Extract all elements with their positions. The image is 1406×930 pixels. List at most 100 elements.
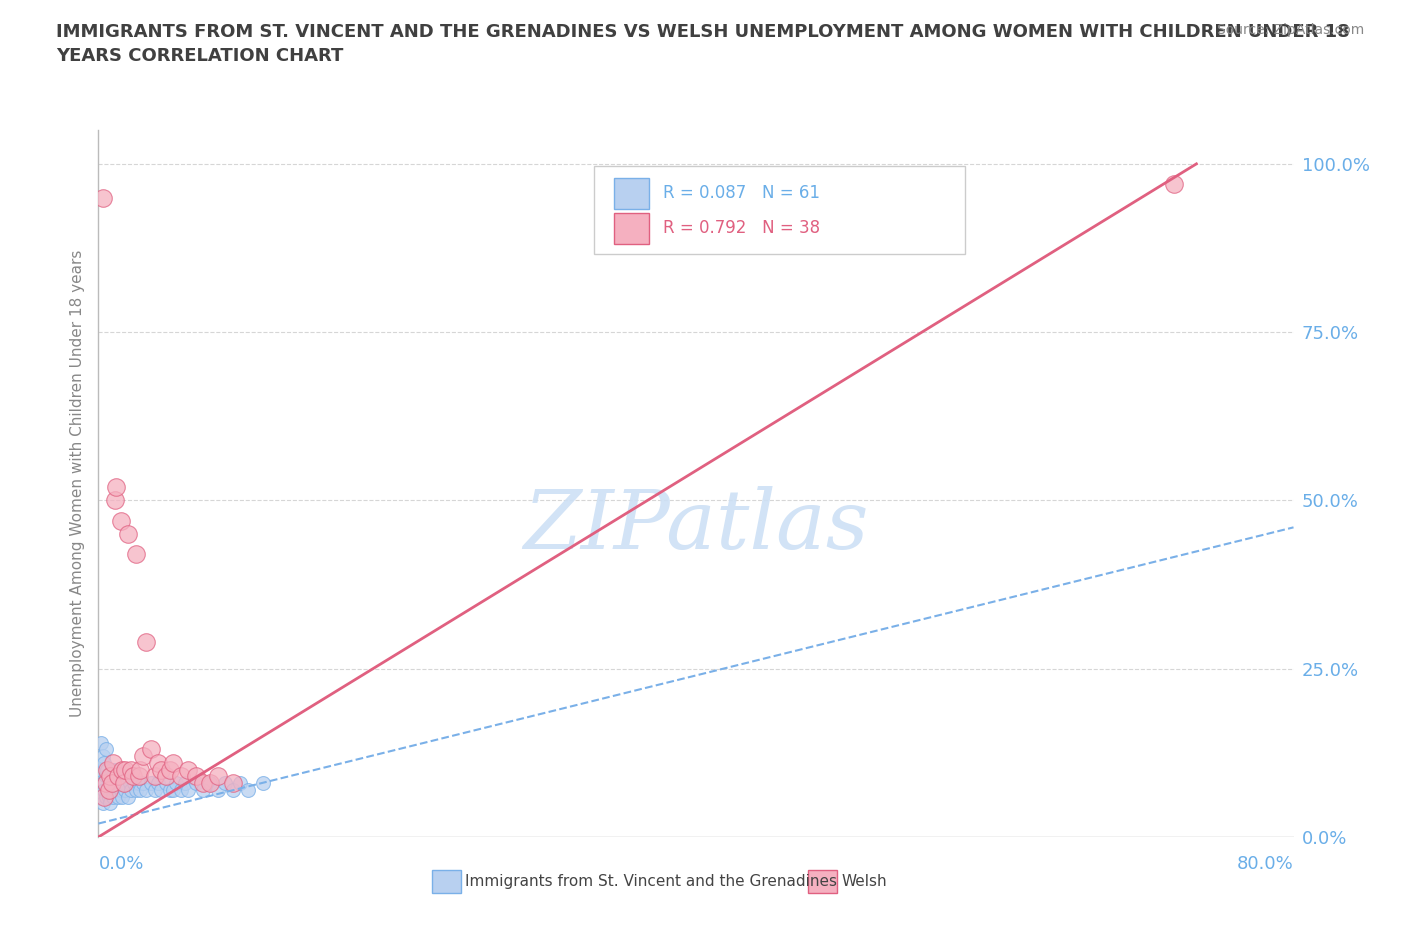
Y-axis label: Unemployment Among Women with Children Under 18 years: Unemployment Among Women with Children U… [69,250,84,717]
Point [97,782,120,797]
Point [94,769,117,784]
Point [104,493,127,508]
Point [177,782,200,797]
Point [128,769,150,784]
Point [159,763,181,777]
Point [129,763,152,777]
Point [222,776,245,790]
Point [191,782,214,797]
Point [111,763,134,777]
Point [162,755,184,770]
Point [143,782,166,797]
Point [135,634,157,649]
Point [169,782,191,797]
Point [177,763,200,777]
Point [112,776,135,790]
Point [114,763,136,777]
Point [105,776,128,790]
Point [89,790,111,804]
Point [125,782,148,797]
FancyBboxPatch shape [613,178,650,208]
Point [132,776,155,790]
Point [162,782,184,797]
FancyBboxPatch shape [595,166,965,254]
Text: IMMIGRANTS FROM ST. VINCENT AND THE GRENADINES VS WELSH UNEMPLOYMENT AMONG WOMEN: IMMIGRANTS FROM ST. VINCENT AND THE GREN… [56,23,1350,65]
Point [103,769,125,784]
Point [96,782,118,797]
Point [103,755,125,770]
Text: Welsh: Welsh [842,874,887,889]
Point [91,749,114,764]
Point [107,790,129,804]
Point [97,769,120,784]
Point [174,776,197,790]
Point [159,782,181,797]
FancyBboxPatch shape [613,213,650,244]
Point [125,547,148,562]
Point [169,769,191,784]
Point [94,776,117,790]
Text: R = 0.087   N = 61: R = 0.087 N = 61 [662,184,820,202]
Point [115,769,138,784]
Point [104,782,127,797]
Point [110,782,132,797]
Point [90,763,112,777]
Point [118,776,141,790]
Point [93,782,115,797]
Point [91,796,114,811]
Point [148,776,170,790]
Point [165,776,187,790]
Point [139,742,162,757]
Point [105,763,128,777]
Point [110,513,132,528]
Point [155,776,177,790]
Point [93,790,115,804]
Text: Source: ZipAtlas.com: Source: ZipAtlas.com [1216,23,1364,37]
Point [108,776,131,790]
FancyBboxPatch shape [432,870,461,893]
Point [222,782,245,797]
Point [96,763,118,777]
Point [1163,177,1185,192]
Point [150,763,173,777]
FancyBboxPatch shape [808,870,837,893]
Point [207,782,229,797]
Point [214,776,236,790]
Point [121,769,143,784]
Point [207,769,229,784]
Point [114,782,136,797]
Text: 80.0%: 80.0% [1237,855,1294,872]
Point [98,776,122,790]
Point [236,782,259,797]
Point [105,480,128,495]
Point [120,763,142,777]
Point [117,790,139,804]
Text: ZIPatlas: ZIPatlas [523,486,869,566]
Point [101,776,124,790]
Point [103,790,125,804]
Point [128,776,150,790]
Point [111,790,134,804]
Point [93,755,115,770]
Point [252,776,274,790]
Point [117,526,139,541]
Point [200,776,222,790]
Point [101,763,124,777]
Point [97,790,120,804]
Point [132,749,155,764]
Point [94,742,117,757]
Point [98,769,122,784]
Point [98,796,122,811]
Point [112,776,135,790]
Point [124,776,146,790]
Point [139,776,162,790]
Text: 0.0%: 0.0% [98,855,143,872]
Point [120,782,142,797]
Point [96,763,118,777]
Point [155,769,177,784]
Point [184,769,207,784]
Point [135,782,157,797]
Point [101,782,124,797]
Point [184,776,207,790]
Point [229,776,252,790]
